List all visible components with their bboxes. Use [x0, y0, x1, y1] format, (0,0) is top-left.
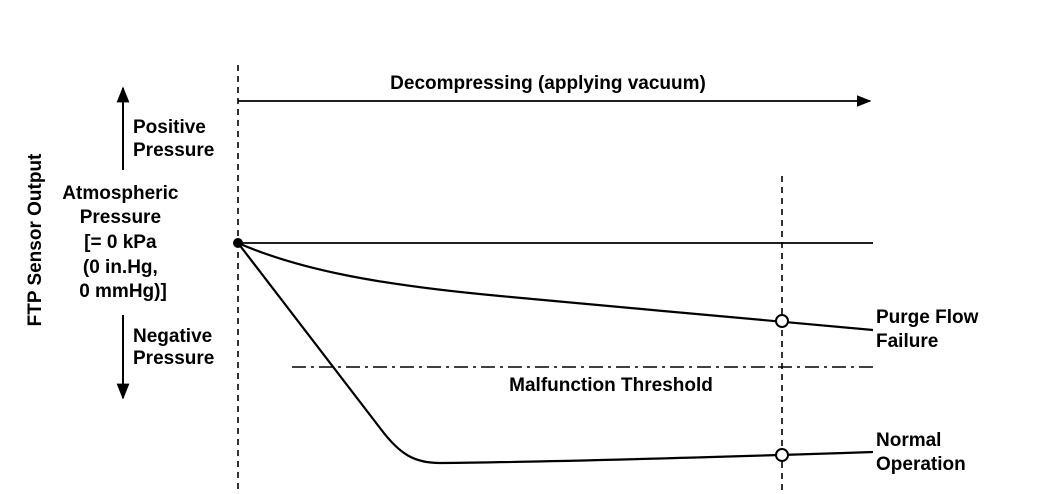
start-point	[233, 238, 243, 248]
malfunction-threshold-label: Malfunction Threshold	[509, 375, 713, 396]
decompressing-label: Decompressing (applying vacuum)	[390, 73, 706, 94]
atmospheric-pressure-label: Atmospheric Pressure [= 0 kPa (0 in.Hg, …	[62, 183, 183, 302]
negative-pressure-label: Negative Pressure	[133, 326, 217, 369]
positive-pressure-label: Positive Pressure	[133, 117, 214, 161]
normal-operation-point	[775, 448, 789, 462]
normal-operation-curve	[237, 242, 874, 465]
purge-flow-failure-curve	[237, 241, 874, 332]
normal-operation-label: Normal Operation	[876, 430, 966, 475]
y-axis-label: FTP Sensor Output	[25, 153, 46, 326]
purge-flow-failure-label: Purge Flow Failure	[876, 307, 984, 352]
purge-flow-failure-point	[775, 314, 789, 328]
